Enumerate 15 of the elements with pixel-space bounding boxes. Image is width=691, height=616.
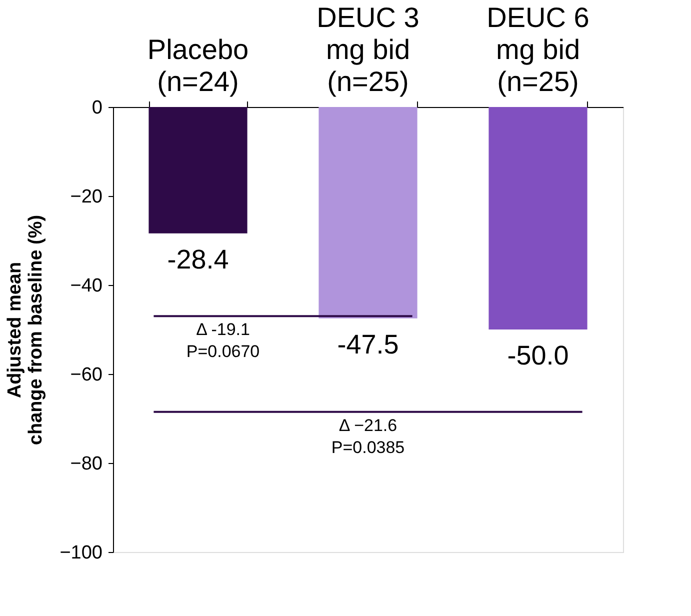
x-tick-label: DEUC 6 mg bid (n=25) (486, 2, 590, 97)
y-tick-label: −80 (70, 454, 102, 474)
annotation: Δ -19.1 P=0.0670 (186, 320, 260, 362)
y-tick-label: −20 (70, 186, 102, 208)
y-tick-label: −100 (60, 542, 102, 564)
y-tick-label: −60 (70, 364, 102, 386)
data-label: -28.4 (167, 244, 229, 274)
data-label: -50.0 (507, 340, 569, 370)
data-label: -47.5 (337, 329, 399, 360)
y-axis-title: Adjusted mean change from baseline (%) (4, 214, 47, 446)
x-tick-label: DEUC 3 mg bid (n=25) (316, 2, 420, 97)
y-tick-label: 0 (92, 98, 102, 118)
annotation: Δ −21.6 P=0.0385 (331, 416, 405, 457)
y-tick-label: −40 (70, 276, 102, 296)
x-tick-label: Placebo (n=24) (147, 34, 249, 97)
